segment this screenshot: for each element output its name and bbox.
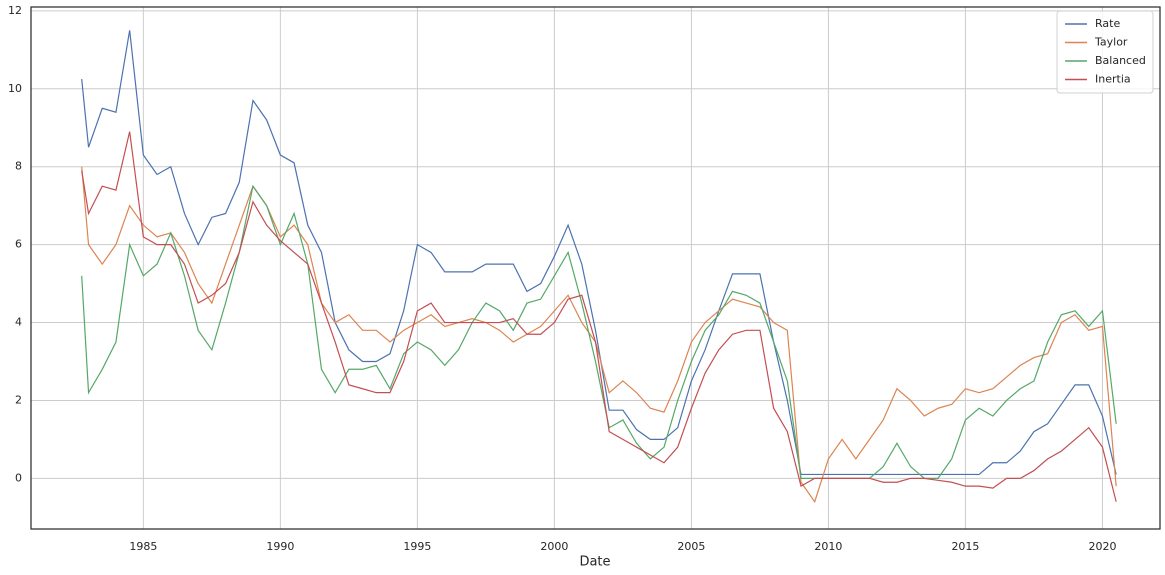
y-tick-label: 8 xyxy=(15,160,22,173)
y-tick-label: 6 xyxy=(15,238,22,251)
x-tick-label: 1990 xyxy=(266,540,294,553)
series-line xyxy=(81,30,1117,476)
x-tick-label: 2010 xyxy=(814,540,842,553)
y-tick-label: 10 xyxy=(8,82,22,95)
x-tick-label: 1995 xyxy=(403,540,431,553)
series-line xyxy=(81,166,1117,504)
y-tick-label: 4 xyxy=(15,316,22,329)
y-tick-label: 2 xyxy=(15,393,22,406)
legend-label: Balanced xyxy=(1095,54,1146,67)
legend: Rate Taylor Balanced Inertia xyxy=(1056,10,1154,94)
plot-frame xyxy=(30,6,1161,530)
x-tick-label: 2000 xyxy=(540,540,568,553)
legend-box xyxy=(1056,10,1154,94)
series-line xyxy=(81,131,1117,502)
x-tick-label: 1985 xyxy=(129,540,157,553)
legend-label: Taylor xyxy=(1094,36,1128,49)
y-tick-label: 12 xyxy=(8,4,22,17)
x-tick-label: 2015 xyxy=(951,540,979,553)
x-axis-label: Date xyxy=(579,555,610,570)
y-tick-label: 0 xyxy=(15,471,22,484)
series-line xyxy=(81,184,1117,479)
x-tick-label: 2020 xyxy=(1088,540,1116,553)
legend-label: Inertia xyxy=(1095,73,1131,86)
x-tick-label: 2005 xyxy=(677,540,705,553)
legend-label: Rate xyxy=(1095,17,1120,30)
